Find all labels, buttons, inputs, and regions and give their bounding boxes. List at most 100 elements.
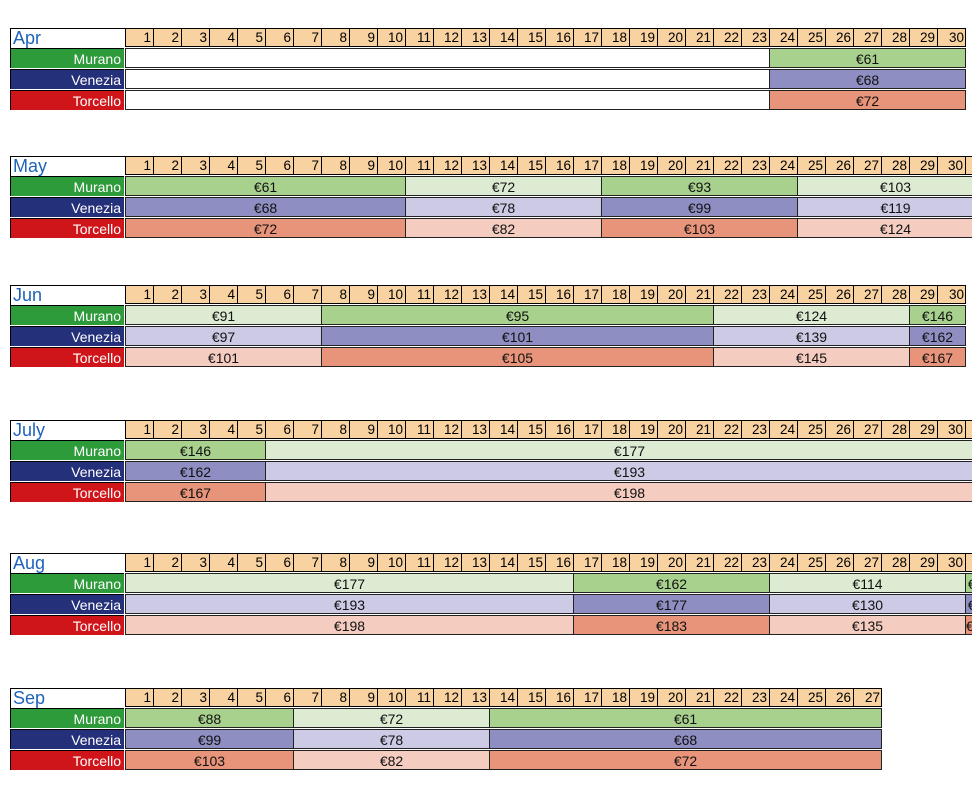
day-number: 14 [490,554,518,571]
day-number: 30 [938,157,966,174]
day-number: 1 [126,689,154,706]
day-number: 8 [322,29,350,46]
day-number: 5 [238,286,266,303]
day-header-row: 1 2 3 4 5 6 7 8 9 10 11 12 13 14 15 16 17 18 19 20 21 22 23 24 2… [125,553,972,572]
day-number: 16 [546,286,574,303]
rate-cell-torcello: €167 [125,482,266,502]
day-number: 8 [322,554,350,571]
day-number: 15 [518,29,546,46]
day-number: 13 [462,157,490,174]
day-number: 6 [266,421,294,438]
day-number: 4 [210,554,238,571]
day-number: 17 [574,29,602,46]
day-number: 15 [518,286,546,303]
month-label: Aug [10,553,128,573]
day-number: 12 [434,157,462,174]
day-number: 7 [294,689,322,706]
rate-cell-torcello: €82 [405,218,602,238]
day-number: 9 [350,689,378,706]
day-number: 28 [882,157,910,174]
rate-cell-murano: €95 [321,305,714,325]
day-number: 22 [714,421,742,438]
rate-cell-murano: €103 [797,176,972,196]
rate-cell-torcello: €72 [769,90,966,110]
row-label-venezia: Venezia [10,326,124,346]
day-number: 11 [406,554,434,571]
rate-cell-venezia: €78 [293,729,490,749]
day-number: 22 [714,554,742,571]
row-label-torcello: Torcello [10,615,124,635]
rate-cell-venezia: €101 [321,326,714,346]
day-number: 15 [518,157,546,174]
row-label-murano: Murano [10,48,124,68]
day-number: 29 [910,286,938,303]
day-number: 29 [910,554,938,571]
day-number: 8 [322,286,350,303]
row-label-torcello: Torcello [10,90,124,110]
rate-cell-murano: €72 [293,708,490,728]
month-label: July [10,420,128,440]
day-number: 19 [630,421,658,438]
rate-cell-murano: €146 [125,440,266,460]
day-number: 17 [574,421,602,438]
day-number: 23 [742,29,770,46]
day-number: 14 [490,157,518,174]
rate-cell-murano: €88 [965,573,972,593]
day-number: 18 [602,29,630,46]
day-number: 10 [378,286,406,303]
day-number: 2 [154,157,182,174]
rate-cell-murano: €146 [909,305,966,325]
day-number: 30 [948,287,964,302]
day-number: 11 [406,286,434,303]
day-number: 7 [294,29,322,46]
rate-cell-torcello: €103 [125,750,294,770]
day-number: 21 [686,689,714,706]
day-number: 16 [546,421,574,438]
rate-cell-venezia: €68 [769,69,966,89]
day-number: 27 [864,690,880,705]
day-number: 25 [798,421,826,438]
day-number: 27 [854,157,882,174]
day-number: 24 [770,286,798,303]
rate-cell-murano: €124 [713,305,910,325]
day-number: 30 [938,554,966,571]
row-label-venezia: Venezia [10,69,124,89]
day-number: 16 [546,29,574,46]
row-label-murano: Murano [10,440,124,460]
day-number: 13 [462,29,490,46]
day-number: 17 [574,689,602,706]
day-number: 15 [518,421,546,438]
day-number: 21 [686,157,714,174]
rate-cell-torcello: €103 [601,218,798,238]
day-number: 19 [630,286,658,303]
rate-cell-venezia: €78 [405,197,602,217]
day-number: 17 [574,554,602,571]
day-number: 20 [658,421,686,438]
day-number: 20 [658,554,686,571]
rate-cell-venezia: €139 [713,326,910,346]
rate-cell-venezia: €177 [573,594,770,614]
day-number: 29 [910,157,938,174]
day-number: 24 [770,421,798,438]
day-number: 22 [714,157,742,174]
day-number: 15 [518,689,546,706]
row-label-venezia: Venezia [10,461,124,481]
day-number: 21 [686,421,714,438]
day-number: 28 [882,554,910,571]
rate-cell-torcello: €72 [489,750,882,770]
month-label: Sep [10,688,128,708]
day-number: 15 [518,554,546,571]
day-number: 23 [742,689,770,706]
row-label-torcello: Torcello [10,750,124,770]
day-number: 6 [266,286,294,303]
day-number: 6 [266,554,294,571]
rate-cell-torcello: €183 [573,615,770,635]
day-number: 9 [350,286,378,303]
day-number: 24 [770,554,798,571]
day-number: 11 [406,29,434,46]
day-number: 31 [966,554,972,571]
day-number: 2 [154,421,182,438]
day-number: 8 [322,421,350,438]
day-number: 18 [602,421,630,438]
rate-cell-venezia: €99 [965,594,972,614]
